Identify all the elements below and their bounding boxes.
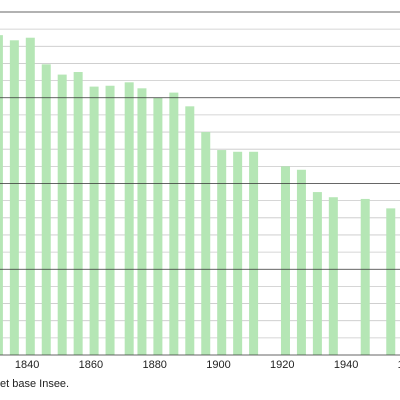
- bar: [0, 35, 3, 356]
- bar: [249, 151, 259, 355]
- bar: [360, 198, 370, 355]
- bar: [312, 192, 322, 355]
- x-tick-label: 1860: [79, 359, 103, 371]
- bar: [386, 208, 396, 355]
- bar: [169, 92, 179, 355]
- bar: [233, 151, 243, 355]
- bar: [73, 72, 83, 356]
- bar: [201, 132, 211, 355]
- x-tick-label: 1960: [398, 359, 400, 371]
- x-tick-label: 1840: [15, 359, 39, 371]
- x-tick-label: 1900: [206, 359, 230, 371]
- bar: [57, 74, 67, 355]
- bar: [137, 88, 147, 355]
- bar: [280, 166, 290, 355]
- x-tick-label: 1880: [142, 359, 166, 371]
- bar: [185, 106, 195, 355]
- bar: [153, 97, 163, 355]
- bar: [328, 197, 338, 355]
- bar: [41, 64, 51, 356]
- bar: [9, 40, 19, 356]
- bar: [89, 86, 99, 355]
- x-tick-label: 1920: [270, 359, 294, 371]
- bar: [296, 169, 306, 355]
- bar: [124, 82, 134, 355]
- x-tick-label: 1940: [334, 359, 358, 371]
- bar: [217, 150, 227, 355]
- footnote: et base Insee.: [0, 378, 69, 390]
- bar: [25, 37, 35, 355]
- bar: [105, 85, 115, 356]
